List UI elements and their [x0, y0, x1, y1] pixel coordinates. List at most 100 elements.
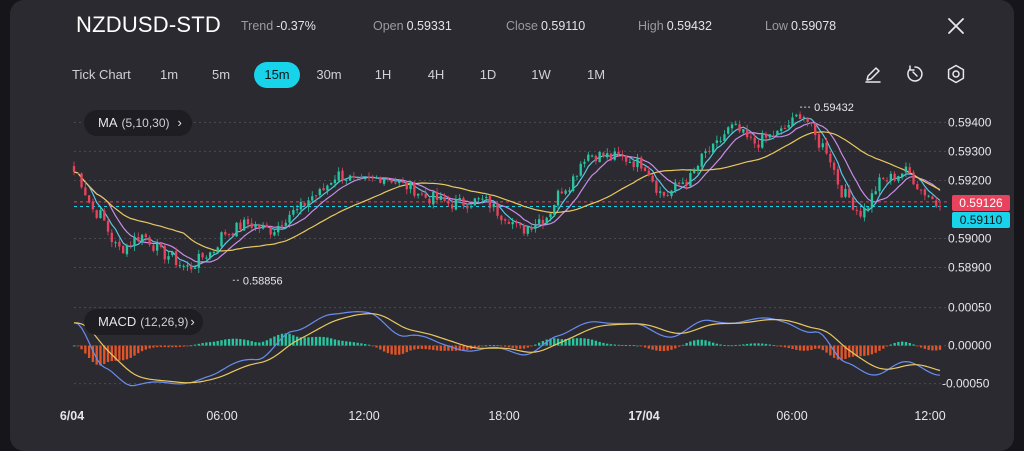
macd-histogram-bar	[874, 345, 877, 353]
macd-indicator-pill[interactable]: MACD (12,26,9) ›	[84, 309, 203, 335]
macd-histogram-bar	[817, 345, 821, 349]
candle	[507, 221, 511, 224]
candle	[118, 241, 121, 247]
macd-histogram-bar	[413, 345, 416, 350]
tick-chart-button[interactable]: Tick Chart	[72, 67, 131, 82]
macd-histogram-bar	[420, 345, 424, 349]
timeframe-1w[interactable]: 1W	[531, 67, 551, 82]
stat-high: High 0.59432	[638, 19, 712, 33]
candle	[435, 191, 439, 200]
candle	[447, 200, 450, 204]
candle	[836, 169, 840, 185]
macd-histogram-bar	[519, 345, 522, 349]
macd-histogram-bar	[802, 345, 806, 351]
macd-histogram-bar	[848, 345, 851, 358]
macd-histogram-bar	[700, 339, 703, 346]
candle	[163, 245, 166, 260]
candle	[144, 234, 148, 238]
candle	[742, 129, 745, 133]
candle	[757, 144, 760, 148]
candle	[904, 166, 908, 173]
macd-histogram-bar	[163, 345, 166, 348]
timeframe-1d[interactable]: 1D	[479, 67, 497, 82]
macd-histogram-bar	[371, 345, 374, 347]
candle	[311, 196, 314, 201]
candle	[371, 177, 374, 179]
signal-line	[73, 313, 941, 384]
close-icon[interactable]	[944, 14, 968, 38]
timeframe-1m[interactable]: 1m	[159, 67, 179, 82]
macd-histogram-bar	[450, 345, 454, 351]
candle	[587, 154, 590, 161]
candle	[341, 170, 344, 181]
macd-histogram-bar	[243, 339, 246, 346]
macd-histogram-bar	[454, 345, 458, 351]
candle	[624, 156, 628, 162]
candle	[477, 198, 480, 200]
macd-histogram-bar	[481, 345, 484, 347]
stat-label: Trend	[241, 19, 274, 33]
timeframe-1mo[interactable]: 1M	[586, 67, 606, 82]
macd-histogram-bar	[651, 345, 654, 350]
macd-histogram-bar	[197, 343, 200, 346]
macd-histogram-bar	[647, 345, 650, 349]
timeframe-5m[interactable]: 5m	[211, 67, 231, 82]
macd-histogram-bar	[545, 339, 548, 346]
macd-histogram-bar	[658, 345, 662, 352]
candle	[398, 181, 401, 184]
reset-icon[interactable]	[904, 63, 926, 85]
timeframe-1h[interactable]: 1H	[374, 67, 392, 82]
candle	[802, 117, 806, 119]
candle	[916, 183, 919, 190]
macd-histogram-bar	[806, 345, 809, 351]
macd-histogram-bar	[734, 345, 737, 346]
current-price-tag: 0.59126	[952, 195, 1010, 211]
macd-histogram-bar	[609, 344, 613, 346]
candle	[364, 178, 367, 180]
candle	[405, 182, 408, 190]
macd-histogram-bar	[549, 338, 552, 346]
macd-histogram-bar	[696, 339, 700, 346]
macd-histogram-bar	[568, 338, 571, 346]
ma-indicator-pill[interactable]: MA (5,10,30) ›	[84, 110, 192, 136]
ma30-line	[73, 131, 941, 252]
candle	[901, 173, 904, 177]
ma-name: MA	[98, 115, 118, 130]
macd-histogram-bar	[273, 336, 276, 346]
macd-histogram-bar	[356, 342, 359, 346]
ma5-line	[73, 117, 941, 268]
macd-histogram-bar	[685, 343, 688, 346]
pencil-icon[interactable]	[862, 63, 884, 85]
stat-label: Open	[373, 19, 404, 33]
candle	[299, 201, 303, 210]
candle	[927, 195, 930, 197]
time-axis-label: 6/04	[60, 409, 84, 423]
macd-histogram-bar	[855, 345, 858, 357]
candle	[640, 157, 643, 169]
macd-histogram-bar	[795, 345, 798, 350]
macd-histogram-bar	[708, 341, 711, 346]
macd-histogram-bar	[348, 341, 352, 346]
macd-histogram-bar	[295, 336, 299, 346]
macd-histogram-bar	[352, 342, 356, 346]
stat-open: Open 0.59331	[373, 19, 452, 33]
candle	[866, 207, 870, 209]
macd-histogram-bar	[870, 345, 874, 355]
timeframe-4h[interactable]: 4H	[427, 67, 445, 82]
candle	[564, 190, 567, 194]
macd-histogram-bar	[840, 345, 843, 361]
candle	[466, 205, 469, 209]
timeframe-15m[interactable]: 15m	[254, 62, 300, 88]
candle	[863, 207, 866, 218]
candle	[609, 153, 613, 159]
candle	[356, 176, 359, 178]
candle	[273, 232, 276, 236]
candle	[186, 265, 189, 267]
macd-histogram-bar	[866, 345, 870, 356]
candle	[178, 265, 182, 267]
candle	[288, 214, 291, 223]
settings-icon[interactable]	[945, 63, 967, 85]
candle	[579, 163, 582, 176]
macd-histogram-bar	[178, 345, 182, 347]
timeframe-30m[interactable]: 30m	[316, 67, 342, 82]
